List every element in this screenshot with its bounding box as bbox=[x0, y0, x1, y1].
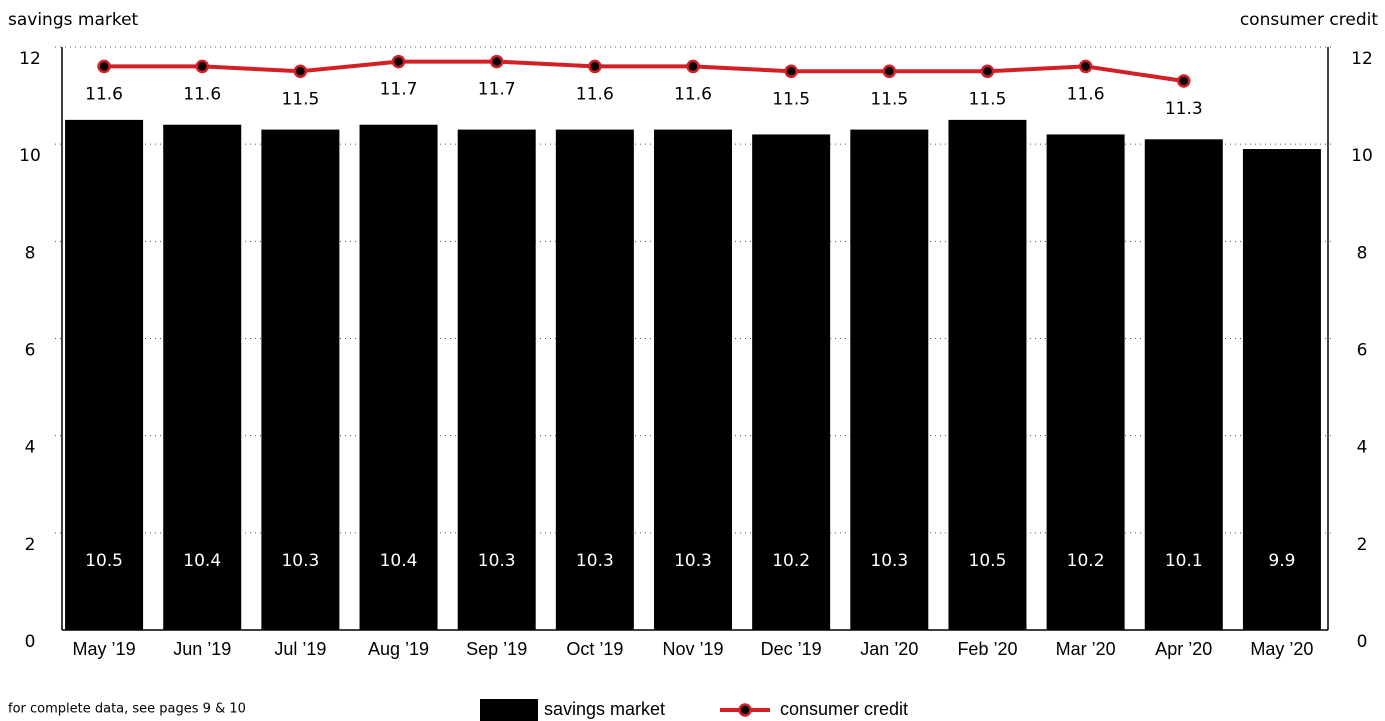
y2-tick-label: 8 bbox=[1357, 243, 1368, 263]
bar-value-label: 10.2 bbox=[1067, 551, 1105, 571]
line-value-label: 11.7 bbox=[380, 80, 418, 100]
bar-value-label: 10.5 bbox=[969, 551, 1007, 571]
y-tick-label: 2 bbox=[25, 535, 36, 555]
line-marker bbox=[588, 59, 602, 74]
bar-value-label: 10.3 bbox=[576, 551, 614, 571]
bar-value-label: 10.3 bbox=[281, 551, 319, 571]
line-value-label: 11.3 bbox=[1165, 99, 1203, 119]
bar-value-label: 10.3 bbox=[478, 551, 516, 571]
bar bbox=[555, 129, 634, 630]
bar bbox=[65, 119, 144, 630]
bar bbox=[1046, 134, 1125, 630]
bar-value-label: 10.3 bbox=[870, 551, 908, 571]
bar bbox=[948, 119, 1027, 630]
y-tick-label: 10 bbox=[19, 146, 41, 166]
line-value-label: 11.5 bbox=[281, 89, 319, 109]
footnote: for complete data, see pages 9 & 10 bbox=[8, 702, 246, 717]
y-axis-title: savings market bbox=[8, 10, 139, 30]
line-marker bbox=[489, 54, 504, 69]
y2-tick-label: 12 bbox=[1351, 49, 1373, 69]
x-tick-label: Feb ’20 bbox=[957, 639, 1017, 659]
y-tick-label: 6 bbox=[25, 341, 36, 361]
y2-tick-label: 6 bbox=[1357, 341, 1368, 361]
bar-value-label: 9.9 bbox=[1268, 551, 1295, 571]
x-tick-label: May ’20 bbox=[1250, 639, 1313, 659]
line-value-label: 11.6 bbox=[85, 84, 123, 104]
bar bbox=[457, 129, 536, 630]
line bbox=[104, 59, 1185, 83]
x-tick-label: Nov ’19 bbox=[662, 639, 723, 659]
bar bbox=[850, 129, 929, 630]
legend-swatch bbox=[480, 699, 538, 721]
line-marker bbox=[97, 59, 111, 74]
bar bbox=[163, 124, 242, 630]
bar-value-label: 10.4 bbox=[183, 551, 221, 571]
bar bbox=[261, 129, 340, 630]
x-tick-label: Oct ’19 bbox=[566, 639, 623, 659]
x-tick-label: Sep ’19 bbox=[466, 639, 527, 659]
y2-axis-title: consumer credit bbox=[1240, 10, 1379, 30]
x-tick-label: Mar ’20 bbox=[1056, 639, 1116, 659]
legend-label: savings market bbox=[544, 699, 665, 719]
bar-value-label: 10.4 bbox=[380, 551, 418, 571]
bar bbox=[752, 134, 831, 630]
line-value-label: 11.5 bbox=[969, 89, 1007, 109]
line-marker bbox=[686, 59, 700, 74]
line-marker bbox=[391, 54, 406, 69]
y2-tick-label: 4 bbox=[1357, 438, 1368, 458]
line-marker bbox=[784, 64, 798, 79]
bar bbox=[654, 129, 732, 630]
x-tick-label: Jun ’19 bbox=[173, 639, 231, 659]
line-marker bbox=[1078, 59, 1093, 74]
legend-swatch bbox=[738, 703, 752, 717]
bar-value-label: 10.2 bbox=[772, 551, 810, 571]
bar-value-label: 10.5 bbox=[85, 551, 123, 571]
x-tick-label: Dec ’19 bbox=[761, 639, 822, 659]
line-value-label: 11.6 bbox=[576, 84, 614, 104]
y-tick-label: 4 bbox=[25, 438, 36, 458]
x-tick-label: May ’19 bbox=[73, 639, 136, 659]
line-value-label: 11.5 bbox=[870, 89, 908, 109]
bar bbox=[1144, 139, 1223, 630]
line-value-label: 11.7 bbox=[478, 80, 516, 100]
line-value-label: 11.6 bbox=[183, 84, 221, 104]
line-marker bbox=[293, 64, 308, 79]
x-tick-label: Apr ’20 bbox=[1155, 639, 1212, 659]
x-tick-label: Aug ’19 bbox=[368, 639, 429, 659]
y2-tick-label: 2 bbox=[1357, 535, 1368, 555]
line-value-label: 11.5 bbox=[772, 89, 810, 109]
line-marker bbox=[1177, 74, 1191, 88]
y-tick-label: 0 bbox=[25, 632, 36, 652]
y-tick-label: 8 bbox=[25, 243, 36, 263]
bar-value-label: 10.1 bbox=[1165, 551, 1203, 571]
legend-label: consumer credit bbox=[780, 699, 908, 719]
bar-value-label: 10.3 bbox=[674, 551, 712, 571]
x-tick-label: Jul ’19 bbox=[274, 639, 326, 659]
line-marker bbox=[882, 64, 897, 79]
line-value-label: 11.6 bbox=[674, 84, 712, 104]
line-value-label: 11.6 bbox=[1067, 84, 1105, 104]
line-marker bbox=[980, 64, 995, 79]
x-tick-label: Jan ’20 bbox=[860, 639, 918, 659]
y-tick-label: 12 bbox=[19, 49, 41, 69]
line-marker bbox=[195, 59, 209, 74]
y2-tick-label: 0 bbox=[1357, 632, 1368, 652]
bar bbox=[359, 124, 438, 630]
bar bbox=[1242, 149, 1321, 630]
y2-tick-label: 10 bbox=[1351, 146, 1373, 166]
